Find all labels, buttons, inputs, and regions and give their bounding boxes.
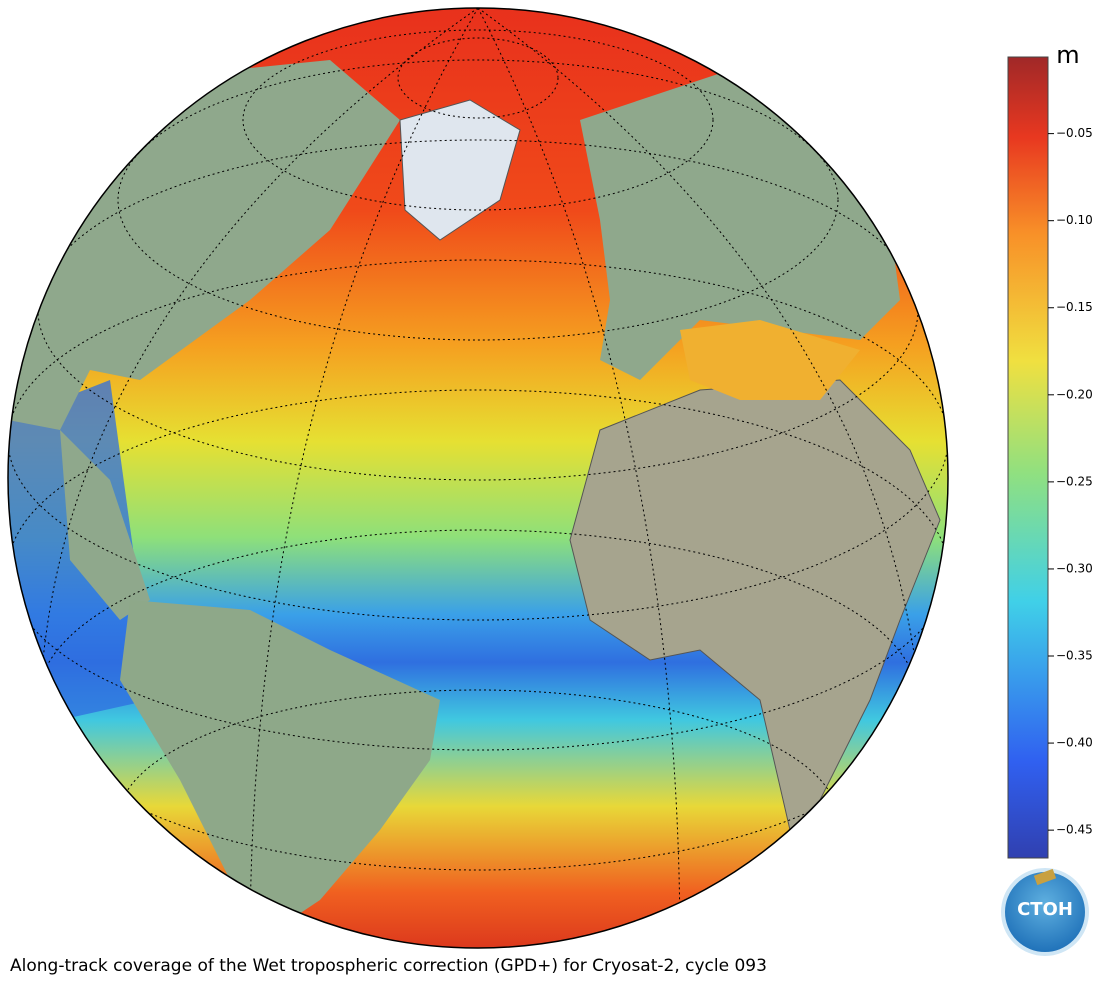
logo-satellite [1033,868,1057,886]
colorbar-tick-label: −0.25 [1056,474,1093,488]
colorbar-tick-label: −0.45 [1056,823,1093,837]
caption: Along-track coverage of the Wet troposph… [10,956,767,976]
land-central-america [60,430,150,620]
colorbar-ramp [1007,56,1049,859]
colorbar-tick-label: −0.35 [1056,649,1093,663]
sea-mediterranean [680,320,860,400]
colorbar-unit: m [1056,41,1079,69]
colorbar-tick-label: −0.05 [1056,126,1093,140]
colorbar-tick-label: −0.10 [1056,213,1093,227]
colorbar-tick-label: −0.30 [1056,561,1093,575]
colorbar-tick-label: −0.20 [1056,387,1093,401]
logo: CTOH [1001,868,1089,956]
logo-text: CTOH [1017,899,1073,920]
globe [8,8,948,948]
colorbar-tick-label: −0.40 [1056,736,1093,750]
globe-outline [7,7,949,949]
land-south-america [120,600,440,940]
colorbar-tick-label: −0.15 [1056,300,1093,314]
land-greenland [399,99,521,241]
logo-badge [1001,868,1089,956]
colorbar: m −0.05 −0.10 −0.15 −0.20 −0.25 −0.30 −0.35 −0.… [1007,41,1093,859]
